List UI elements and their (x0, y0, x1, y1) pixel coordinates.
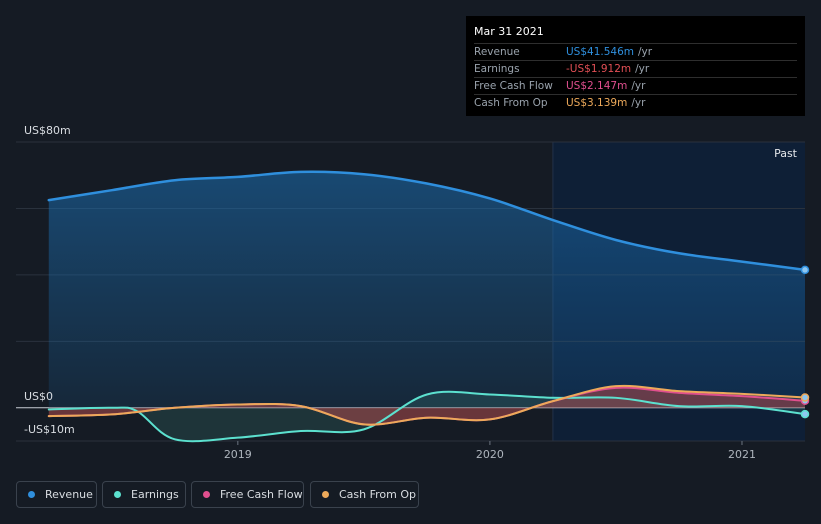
tooltip-label: Earnings (474, 63, 520, 75)
tooltip-unit: /yr (631, 97, 646, 109)
tooltip-unit: /yr (638, 46, 653, 58)
x-tick-label: 2020 (476, 448, 504, 461)
legend-label: Free Cash Flow (220, 488, 303, 501)
tooltip-unit: /yr (635, 63, 650, 75)
legend-label: Revenue (45, 488, 93, 501)
series-line-earnings (47, 390, 806, 443)
end-point-earnings (800, 409, 810, 419)
legend-revenue[interactable]: Revenue (16, 481, 97, 508)
legend-dot-icon (322, 491, 329, 498)
x-tick-label: 2019 (224, 448, 252, 461)
tooltip-row-free-cash-flow: Free Cash Flow US$2.147m /yr (474, 77, 797, 94)
tooltip-row-cash-from-op: Cash From Op US$3.139m /yr (474, 94, 797, 111)
legend-label: Cash From Op (339, 488, 417, 501)
tooltip-label: Cash From Op (474, 97, 548, 109)
tooltip-row-revenue: Revenue US$41.546m /yr (474, 43, 797, 60)
legend-cash-from-op[interactable]: Cash From Op (310, 481, 419, 508)
tooltip-label: Free Cash Flow (474, 80, 553, 92)
tooltip-unit: /yr (631, 80, 646, 92)
data-tooltip: Mar 31 2021 Revenue US$41.546m /yr Earni… (466, 16, 805, 116)
legend-earnings[interactable]: Earnings (102, 481, 186, 508)
end-point-revenue (800, 265, 810, 275)
end-point-cash-from-op (800, 393, 810, 402)
tooltip-value: US$3.139m (566, 97, 628, 109)
legend-dot-icon (114, 491, 121, 498)
y-axis-top-label: US$80m (24, 124, 71, 137)
tooltip-value: US$2.147m (566, 80, 628, 92)
tooltip-value: -US$1.912m (566, 63, 632, 75)
legend-label: Earnings (131, 488, 179, 501)
area-revenue (48, 171, 806, 408)
tooltip-date: Mar 31 2021 (474, 25, 544, 38)
series-line-cash-from-op (47, 384, 806, 426)
series-line-revenue (47, 170, 807, 272)
x-tick-label: 2021 (728, 448, 756, 461)
past-label: Past (774, 147, 798, 160)
tooltip-row-earnings: Earnings -US$1.912m /yr (474, 60, 797, 77)
legend-free-cash-flow[interactable]: Free Cash Flow (191, 481, 304, 508)
area-cash-from-op (48, 385, 806, 425)
legend-dot-icon (28, 491, 35, 498)
y-axis-zero-label: US$0 (24, 390, 53, 403)
tooltip-label: Revenue (474, 46, 520, 58)
y-axis-bottom-label: -US$10m (24, 423, 75, 436)
legend-dot-icon (203, 491, 210, 498)
tooltip-value: US$41.546m (566, 46, 634, 58)
